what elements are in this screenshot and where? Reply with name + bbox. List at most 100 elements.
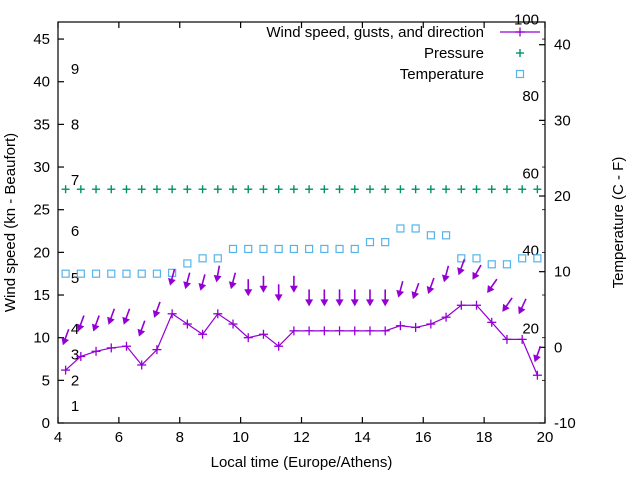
wind-gust-arrow — [168, 269, 176, 286]
temperature-point — [122, 269, 131, 278]
legend-label-3: Temperature — [400, 66, 484, 83]
wind-speed-point — [365, 326, 375, 336]
temperature-point — [305, 244, 314, 254]
wind-gust-arrow — [198, 274, 207, 291]
wind-gust-arrow — [122, 308, 131, 325]
wind-speed-point — [456, 300, 466, 310]
y2-axis-title: Temperature (C - F) — [610, 157, 627, 289]
y-tick-label-15: 15 — [33, 287, 50, 304]
wind-gust-arrow — [518, 298, 527, 315]
pressure-point — [457, 185, 466, 194]
pressure-point — [305, 185, 314, 194]
y2-tick-label-30: 30 — [554, 112, 571, 129]
x-tick-label-14: 14 — [354, 429, 371, 446]
wind-gust-arrow — [487, 278, 498, 294]
pressure-point — [381, 185, 390, 194]
temperature-point — [320, 244, 329, 254]
wind-speed-point — [517, 334, 527, 344]
y-tick-label-0: 0 — [42, 415, 50, 432]
wind-gust-arrow — [107, 308, 116, 325]
temperature-point — [76, 269, 85, 278]
pressure-point — [472, 185, 481, 194]
fahrenheit-label-100: 100 — [514, 12, 539, 29]
wind-speed-line — [65, 304, 538, 376]
wind-gust-arrow — [228, 272, 237, 290]
y-tick-label-35: 35 — [33, 116, 50, 133]
x-tick-label-10: 10 — [232, 429, 249, 446]
x-tick-label-6: 6 — [115, 429, 123, 446]
wind-speed-point — [243, 333, 253, 343]
wind-gust-arrow — [396, 281, 405, 298]
wind-gust-arrow — [152, 301, 161, 318]
y-tick-label-45: 45 — [33, 31, 50, 48]
temperature-point — [107, 269, 116, 278]
wind-speed-point — [182, 319, 192, 329]
y-tick-label-5: 5 — [42, 372, 50, 389]
wind-gust-arrow — [426, 277, 435, 295]
pressure-point — [229, 185, 238, 194]
y-tick-label-25: 25 — [33, 202, 50, 219]
beaufort-label-3: 3 — [71, 347, 79, 364]
beaufort-label-2: 2 — [71, 372, 79, 389]
temperature-point — [502, 260, 512, 269]
wind-speed-point — [121, 341, 131, 351]
temperature-point — [441, 231, 451, 240]
fahrenheit-label-60: 60 — [522, 165, 539, 182]
wind-gust-arrow — [472, 264, 482, 280]
temperature-point — [335, 244, 344, 254]
wind-speed-point — [426, 319, 436, 329]
x-axis-title: Local time (Europe/Athens) — [211, 454, 393, 471]
pressure-point — [274, 185, 283, 194]
pressure-point — [320, 185, 329, 194]
pressure-point — [365, 185, 374, 194]
y-tick-label-20: 20 — [33, 244, 50, 261]
wind-speed-point — [213, 309, 223, 319]
wind-gust-arrow — [213, 265, 222, 283]
beaufort-label-8: 8 — [71, 116, 79, 133]
wind-speed-point — [411, 322, 421, 332]
temperature-point — [228, 244, 238, 254]
wind-speed-point — [395, 321, 405, 331]
wind-speed-point — [76, 351, 86, 361]
pressure-point — [244, 185, 253, 194]
wind-gust-arrow — [137, 320, 146, 337]
temperature-point — [350, 244, 359, 254]
wind-gust-arrow — [335, 289, 344, 307]
temperature-point — [183, 259, 192, 268]
temperature-point — [213, 254, 222, 263]
fahrenheit-label-80: 80 — [522, 88, 539, 105]
wind-gust-arrow — [320, 289, 329, 307]
y-tick-label-10: 10 — [33, 330, 50, 347]
pressure-point — [107, 185, 116, 194]
wind-gust-arrow — [533, 346, 542, 363]
beaufort-label-1: 1 — [71, 398, 79, 415]
temperature-point — [381, 238, 390, 247]
pressure-point — [76, 185, 85, 194]
pressure-point — [152, 185, 161, 194]
wind-speed-point — [304, 326, 314, 336]
temperature-point — [472, 254, 481, 263]
beaufort-label-9: 9 — [71, 61, 79, 78]
temperature-point — [365, 238, 375, 247]
wind-gust-arrow — [61, 328, 70, 346]
wind-speed-point — [441, 312, 451, 322]
x-tick-label-4: 4 — [54, 429, 62, 446]
pressure-point — [518, 185, 527, 194]
x-tick-label-12: 12 — [293, 429, 310, 446]
wind-gust-arrow — [457, 258, 466, 276]
legend-sample-marker — [515, 27, 525, 37]
temperature-point — [198, 254, 207, 263]
legend-sample-marker — [516, 49, 524, 57]
temperature-point — [152, 269, 162, 278]
wind-speed-point — [106, 343, 116, 353]
pressure-point — [442, 185, 451, 194]
temperature-point — [259, 244, 268, 254]
legend-sample-marker — [515, 69, 525, 79]
fahrenheit-label-40: 40 — [522, 242, 539, 259]
wind-gust-arrow — [365, 289, 374, 307]
wind-speed-point — [274, 341, 284, 351]
beaufort-label-6: 6 — [71, 223, 79, 240]
wind-speed-point — [198, 329, 208, 339]
pressure-point — [168, 185, 177, 194]
